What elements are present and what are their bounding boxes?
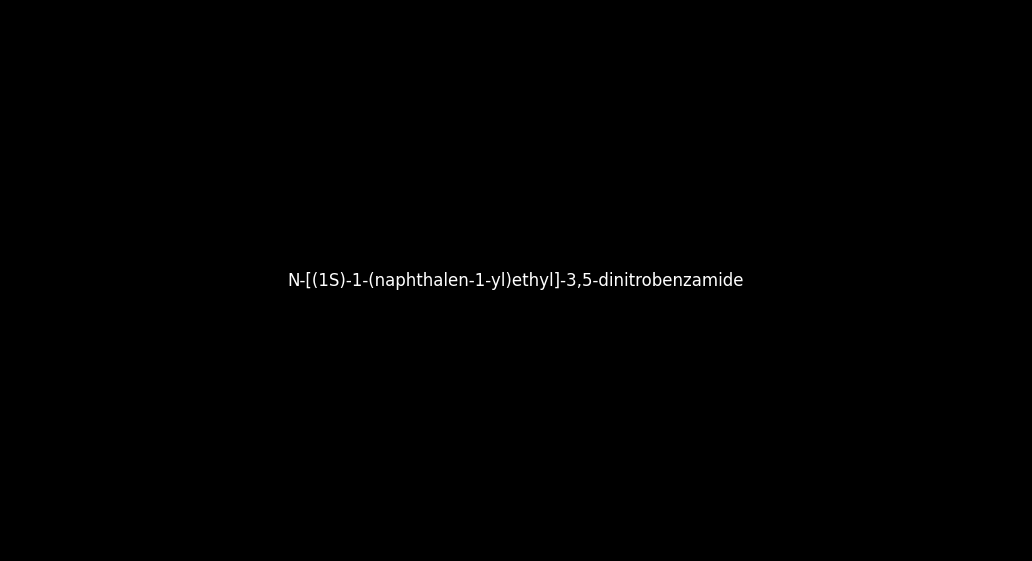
Text: N-[(1S)-1-(naphthalen-1-yl)ethyl]-3,5-dinitrobenzamide: N-[(1S)-1-(naphthalen-1-yl)ethyl]-3,5-di…	[288, 272, 744, 289]
